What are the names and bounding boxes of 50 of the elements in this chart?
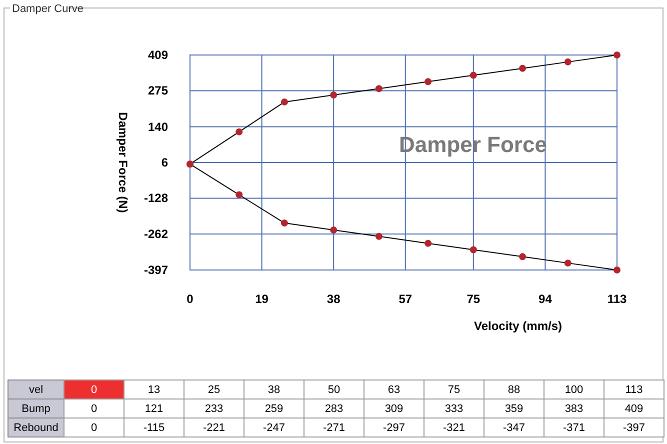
data-label: -247 bbox=[262, 422, 286, 434]
x-tick-label: 50 bbox=[328, 384, 340, 396]
x-tick-label: 113 bbox=[625, 384, 643, 396]
data-label: 333 bbox=[444, 403, 464, 415]
y-tick-label: Rebound bbox=[14, 422, 58, 434]
data-label: -115 bbox=[143, 422, 165, 434]
data-label: -347 bbox=[502, 422, 526, 434]
y-tick-label: -262 bbox=[144, 226, 168, 241]
data-label: 0 bbox=[90, 422, 98, 434]
data-label: 283 bbox=[324, 403, 344, 415]
x-tick-label: 57 bbox=[398, 292, 412, 306]
data-label: -271 bbox=[322, 422, 346, 434]
data-label: 359 bbox=[504, 403, 524, 415]
x-axis-title: Velocity (mm/s) bbox=[474, 319, 562, 333]
data-label: 0 bbox=[90, 403, 98, 415]
x-tick-label: 0 bbox=[186, 292, 194, 306]
x-tick-label: 88 bbox=[508, 384, 520, 396]
y-tick-label: -397 bbox=[144, 263, 168, 277]
x-axis-title: vel bbox=[28, 384, 44, 396]
y-tick-label: 409 bbox=[148, 48, 168, 62]
y-axis-title: Damper Force (N) bbox=[116, 112, 130, 213]
x-tick-label: 19 bbox=[255, 292, 269, 306]
x-tick-label: 13 bbox=[148, 384, 160, 396]
x-tick-label: 38 bbox=[326, 292, 341, 306]
x-tick-label: 25 bbox=[208, 384, 220, 396]
data-label: 383 bbox=[564, 403, 584, 415]
x-tick-label: 0 bbox=[90, 384, 98, 396]
y-tick-label: 6 bbox=[161, 156, 168, 170]
y-tick-label: 275 bbox=[148, 84, 168, 98]
data-label: -321 bbox=[442, 422, 466, 434]
x-tick-label: 113 bbox=[607, 292, 628, 306]
y-tick-label: -128 bbox=[144, 191, 168, 206]
data-label: 233 bbox=[204, 403, 224, 415]
text: Damper Curve bbox=[12, 3, 84, 15]
data-label: -297 bbox=[382, 422, 406, 434]
x-tick-label: 75 bbox=[466, 292, 480, 306]
data-label: 409 bbox=[624, 403, 644, 415]
y-tick-label: Bump bbox=[22, 403, 50, 415]
x-tick-label: 38 bbox=[268, 384, 280, 396]
x-tick-label: 75 bbox=[448, 384, 460, 396]
data-label: 259 bbox=[264, 403, 284, 415]
data-label: 309 bbox=[384, 403, 404, 415]
data-label: 121 bbox=[144, 403, 164, 415]
x-tick-label: 100 bbox=[564, 384, 584, 396]
x-tick-label: 63 bbox=[388, 384, 400, 396]
x-tick-label: 94 bbox=[538, 292, 552, 306]
data-label: -371 bbox=[562, 422, 586, 434]
data-label: -397 bbox=[622, 422, 646, 434]
data-label: -221 bbox=[202, 422, 226, 434]
y-tick-label: 140 bbox=[148, 120, 168, 134]
